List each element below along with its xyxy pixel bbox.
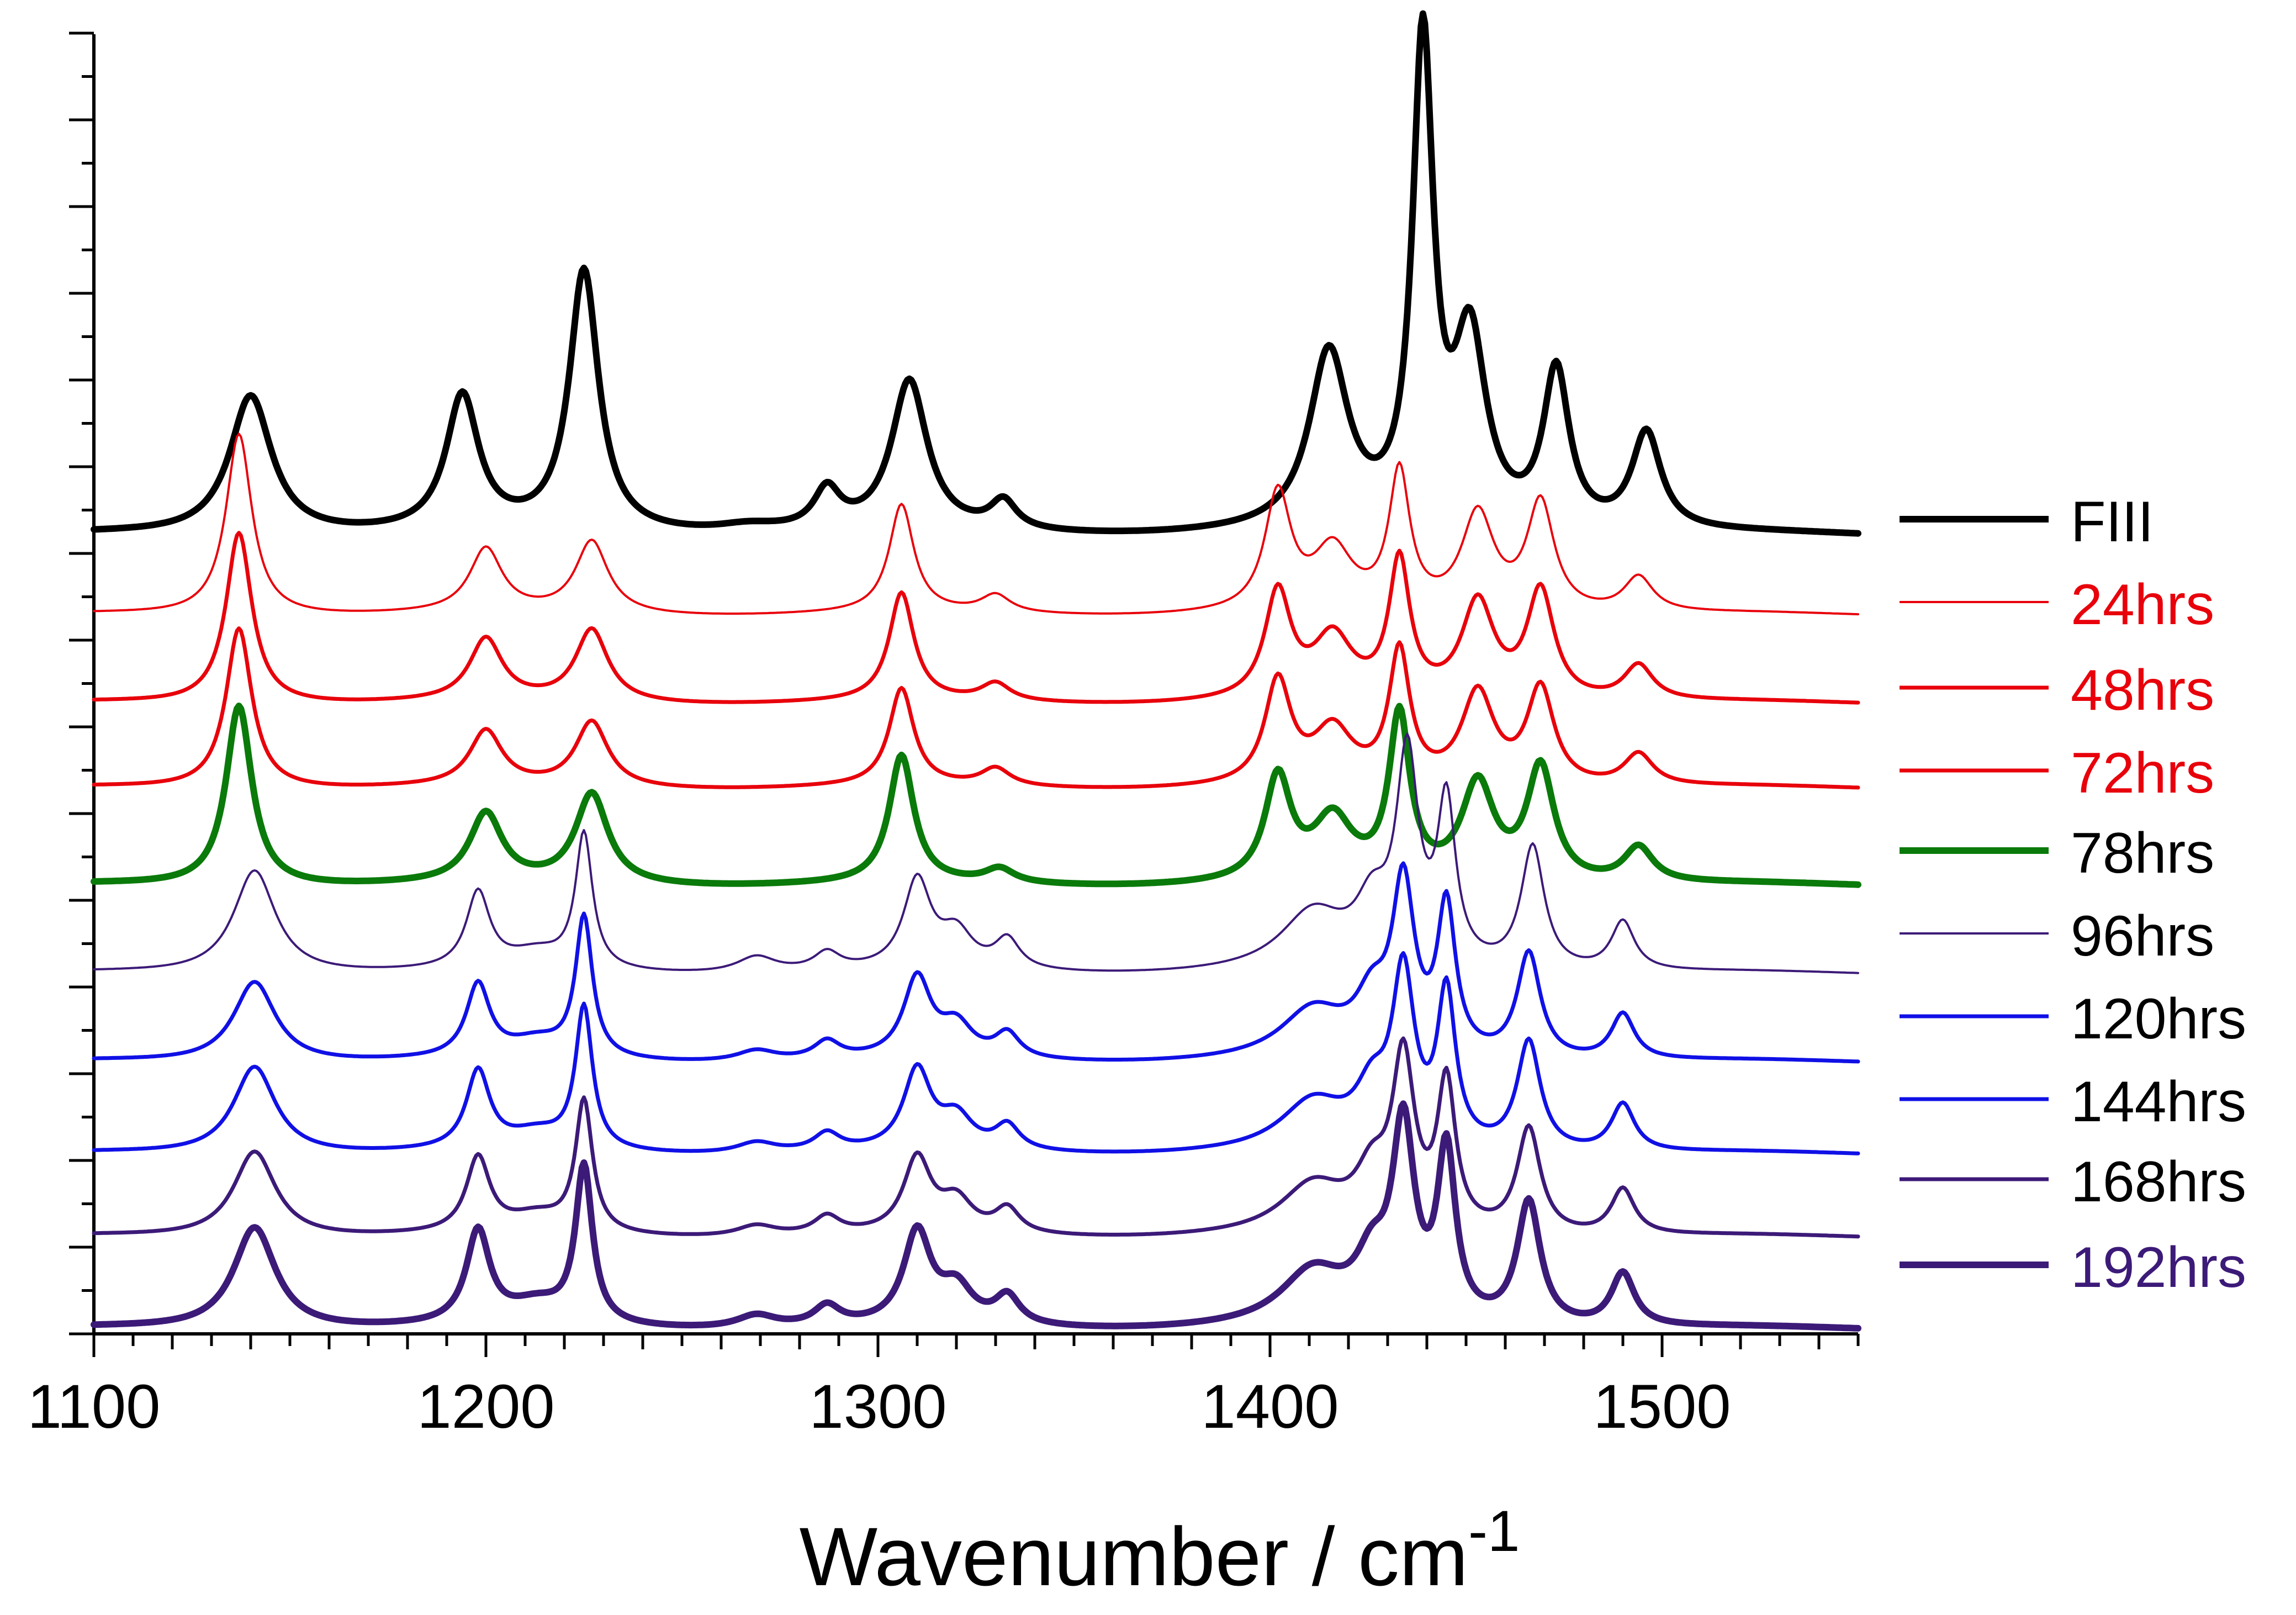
legend-label-72hrs: 72hrs bbox=[2071, 741, 2214, 805]
series-line-120hrs bbox=[92, 861, 1860, 1064]
series-layer bbox=[91, 10, 1861, 1332]
legend-label-96hrs: 96hrs bbox=[2071, 904, 2214, 968]
axes: 1100 1200 1300 1400 1500 bbox=[28, 31, 1860, 1441]
x-tick-label: 1400 bbox=[1201, 1372, 1339, 1441]
legend-label-120hrs: 120hrs bbox=[2071, 987, 2246, 1051]
series-line-168hrs bbox=[92, 1036, 1860, 1239]
series-line-96hrs bbox=[93, 732, 1859, 974]
series-line-144hrs bbox=[92, 951, 1860, 1155]
series-line-24hrs bbox=[93, 432, 1859, 616]
x-tick-label: 1500 bbox=[1593, 1372, 1731, 1441]
legend-label-144hrs: 144hrs bbox=[2071, 1070, 2246, 1134]
x-tick-label: 1100 bbox=[28, 1372, 161, 1441]
legend-label-48hrs: 48hrs bbox=[2071, 658, 2214, 722]
legend-label-192hrs: 192hrs bbox=[2071, 1236, 2246, 1300]
x-axis-label-superscript: -1 bbox=[1468, 1499, 1520, 1564]
series-line-48hrs bbox=[92, 531, 1860, 705]
series-line-78hrs bbox=[91, 703, 1861, 888]
legend: FIII 24hrs 48hrs 72hrs 78hrs 96hrs 120hrs 144hr… bbox=[1900, 490, 2246, 1300]
legend-label-168hrs: 168hrs bbox=[2071, 1150, 2246, 1214]
legend-label-78hrs: 78hrs bbox=[2071, 821, 2214, 885]
legend-label-fiii: FIII bbox=[2071, 490, 2154, 554]
series-line-192hrs bbox=[91, 1100, 1861, 1332]
x-tick-label: 1300 bbox=[809, 1372, 946, 1441]
x-axis-label: Wavenumber / cm-1 bbox=[800, 1499, 1520, 1603]
x-tick-label: 1200 bbox=[417, 1372, 554, 1441]
x-axis-label-main: Wavenumber / cm bbox=[800, 1510, 1468, 1603]
series-line-fiii bbox=[91, 10, 1861, 537]
series-line-72hrs bbox=[92, 626, 1860, 790]
legend-label-24hrs: 24hrs bbox=[2071, 573, 2214, 637]
